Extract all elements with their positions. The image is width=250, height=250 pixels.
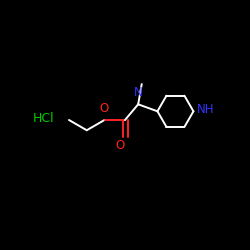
Text: O: O (116, 140, 125, 152)
Text: NH: NH (196, 103, 214, 116)
Text: N: N (134, 86, 143, 99)
Text: HCl: HCl (33, 112, 54, 125)
Text: O: O (100, 102, 109, 114)
